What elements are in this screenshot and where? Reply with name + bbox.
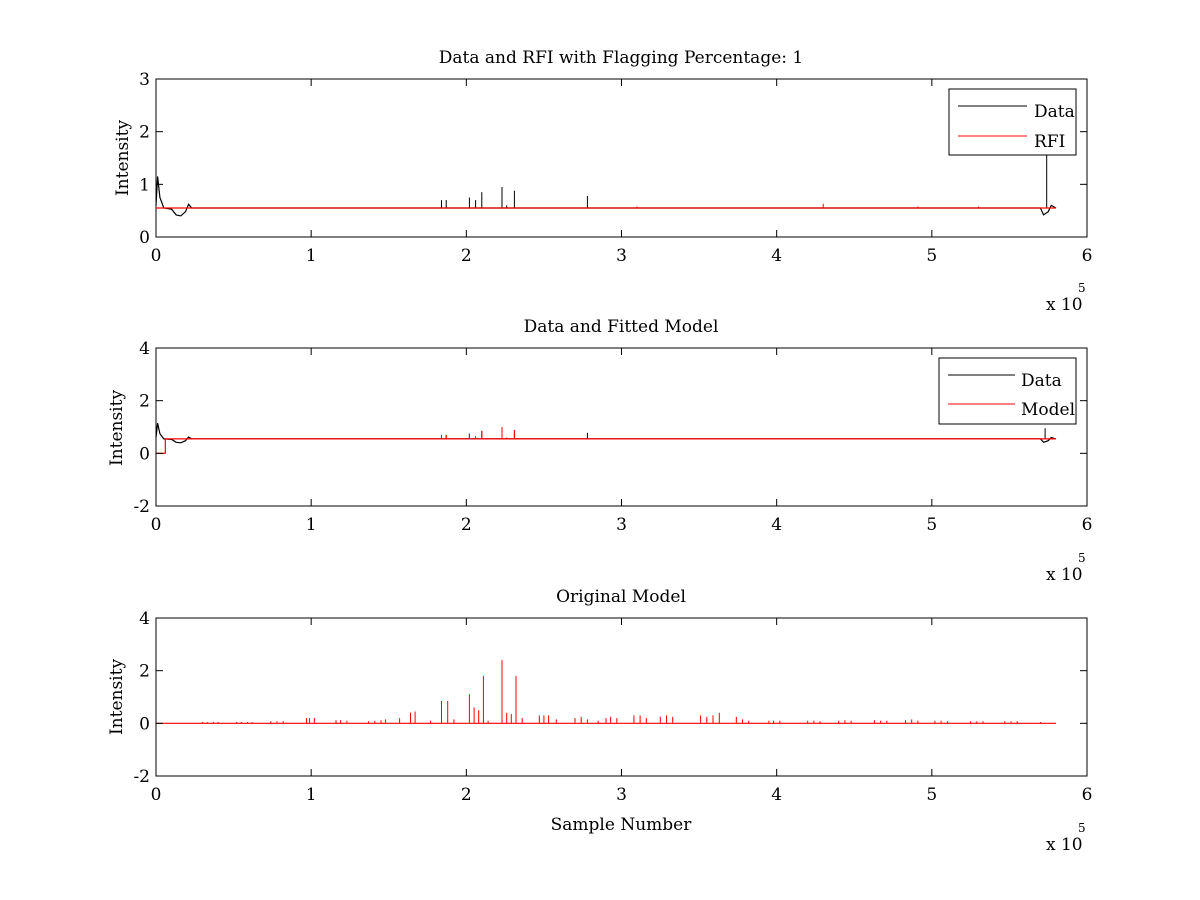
- series-data: [155, 155, 1057, 217]
- x-tick-label: 3: [616, 246, 627, 266]
- plot-area: [155, 78, 1088, 238]
- x-tick-label: 2: [461, 246, 472, 266]
- series-line: [155, 422, 1057, 444]
- x-tick-label: 3: [616, 785, 627, 805]
- legend-label-model: Model: [1021, 400, 1075, 420]
- x-tick-label: 6: [1082, 785, 1093, 805]
- x-tick-label: 0: [151, 246, 162, 266]
- x-tick-label: 0: [151, 785, 162, 805]
- y-tick-label: 1: [139, 175, 150, 195]
- x-tick-label: 5: [926, 785, 937, 805]
- y-tick-label: 2: [139, 392, 150, 412]
- x-exponent-power: 5: [1078, 821, 1086, 835]
- y-tick-label: 0: [139, 714, 150, 734]
- legend: Data RFI: [948, 88, 1077, 156]
- x-tick-label: 6: [1082, 515, 1093, 535]
- chart-title: Data and Fitted Model: [524, 317, 719, 337]
- chart-title: Data and RFI with Flagging Percentage: 1: [439, 48, 803, 68]
- panel-data-and-rfi: Data and RFI with Flagging Percentage: 1…: [113, 48, 1092, 315]
- legend-label-rfi: RFI: [1034, 132, 1065, 152]
- legend-label-data: Data: [1034, 102, 1075, 122]
- x-tick-label: 4: [771, 246, 782, 266]
- y-axis-label: Intensity: [107, 659, 127, 735]
- series-rfi: [156, 203, 1056, 209]
- y-tick-label: 3: [139, 70, 150, 90]
- x-tick-label: 1: [306, 515, 317, 535]
- y-axis-label: Intensity: [107, 390, 127, 466]
- y-tick-label: 2: [139, 662, 150, 682]
- y-tick-label: 0: [139, 228, 150, 248]
- x-tick-label: 6: [1082, 246, 1093, 266]
- legend-label-data: Data: [1021, 371, 1062, 391]
- x-exponent-power: 5: [1078, 281, 1086, 295]
- y-tick-label: -2: [133, 497, 150, 517]
- y-tick-label: -2: [133, 767, 150, 787]
- plot-area: [155, 617, 1088, 777]
- legend: Data Model: [938, 357, 1077, 425]
- plot-area: [155, 347, 1088, 507]
- y-axis-label: Intensity: [113, 120, 133, 196]
- y-tick-label: 4: [139, 609, 150, 629]
- chart-title: Original Model: [556, 587, 686, 607]
- x-tick-label: 5: [926, 515, 937, 535]
- x-exponent-base: x 10: [1046, 295, 1083, 315]
- x-tick-label: 4: [771, 785, 782, 805]
- legend-box: [938, 357, 1077, 425]
- x-tick-label: 5: [926, 246, 937, 266]
- y-tick-label: 2: [139, 123, 150, 143]
- x-tick-label: 1: [306, 246, 317, 266]
- x-tick-label: 2: [461, 785, 472, 805]
- x-tick-label: 2: [461, 515, 472, 535]
- x-tick-label: 0: [151, 515, 162, 535]
- x-axis-label: Sample Number: [551, 815, 693, 835]
- y-tick-label: 4: [139, 339, 150, 359]
- legend-box: [948, 88, 1077, 156]
- x-exponent-base: x 10: [1046, 565, 1083, 585]
- series-model: [156, 660, 1056, 724]
- x-tick-label: 4: [771, 515, 782, 535]
- x-tick-label: 3: [616, 515, 627, 535]
- x-exponent-power: 5: [1078, 551, 1086, 565]
- series-line: [155, 176, 1057, 217]
- y-tick-label: 0: [139, 444, 150, 464]
- x-exponent-base: x 10: [1046, 835, 1083, 855]
- x-tick-label: 1: [306, 785, 317, 805]
